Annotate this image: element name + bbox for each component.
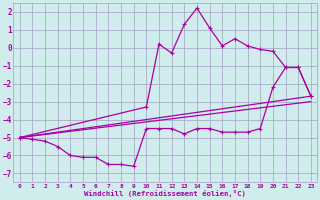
- X-axis label: Windchill (Refroidissement éolien,°C): Windchill (Refroidissement éolien,°C): [84, 190, 246, 197]
